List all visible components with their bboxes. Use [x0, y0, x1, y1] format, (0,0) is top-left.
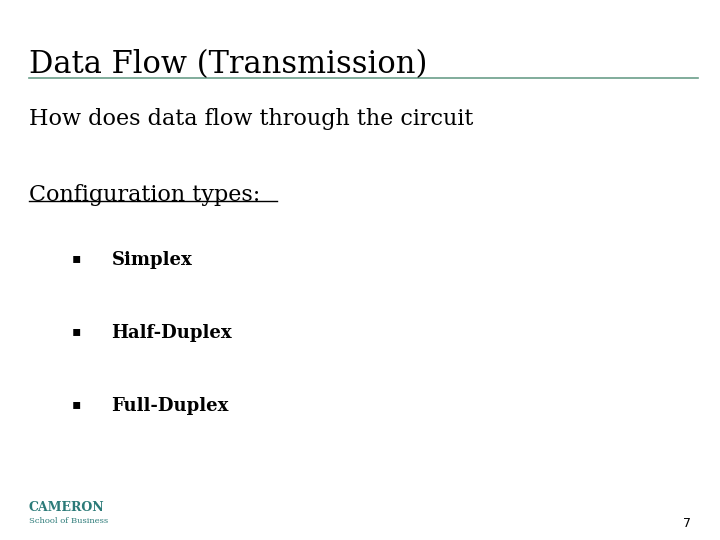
- Text: Half-Duplex: Half-Duplex: [112, 324, 233, 342]
- Text: Data Flow (Transmission): Data Flow (Transmission): [29, 49, 427, 79]
- Text: Full-Duplex: Full-Duplex: [112, 397, 229, 415]
- Text: ▪: ▪: [72, 251, 81, 265]
- Text: ▪: ▪: [72, 324, 81, 338]
- Text: ▪: ▪: [72, 397, 81, 411]
- Text: School of Business: School of Business: [29, 517, 108, 525]
- Text: 7: 7: [683, 517, 691, 530]
- Text: How does data flow through the circuit: How does data flow through the circuit: [29, 108, 473, 130]
- Text: CAMERON: CAMERON: [29, 501, 104, 514]
- Text: Simplex: Simplex: [112, 251, 192, 269]
- Text: Configuration types:: Configuration types:: [29, 184, 260, 206]
